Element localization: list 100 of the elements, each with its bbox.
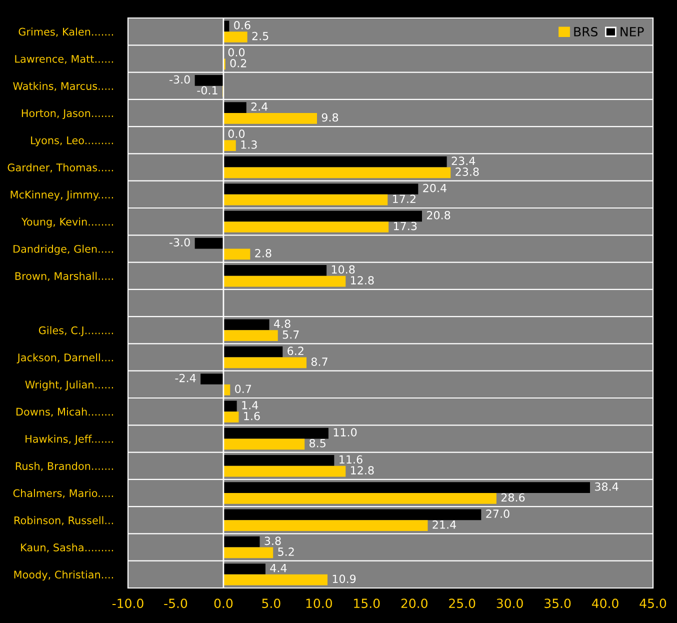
bar xyxy=(223,330,278,341)
y-tick-label: Robinson, Russell... xyxy=(14,516,113,526)
data-label: 11.0 xyxy=(334,428,357,437)
data-label: 20.8 xyxy=(426,210,450,220)
bar xyxy=(223,536,260,548)
y-tick-label: Brown, Marshall..... xyxy=(15,272,113,282)
bar xyxy=(194,238,224,249)
y-tick-label: Horton, Jason....... xyxy=(22,109,113,120)
data-label: 28.6 xyxy=(501,493,525,502)
data-label: 8.7 xyxy=(311,358,328,366)
x-tick-label: -10.0 xyxy=(112,598,144,608)
bar xyxy=(223,574,328,586)
x-tick-label: 40.0 xyxy=(592,598,618,608)
data-label: 38.4 xyxy=(595,482,618,491)
data-label: 1.3 xyxy=(241,140,257,149)
bar xyxy=(223,412,239,422)
x-tick-label: 0.0 xyxy=(214,598,233,608)
data-label: 17.2 xyxy=(393,194,416,203)
data-label: 21.4 xyxy=(432,520,456,529)
data-label: -2.4 xyxy=(175,374,196,382)
data-label: 5.7 xyxy=(282,330,299,339)
x-tick-label: 20.0 xyxy=(401,598,428,608)
bar xyxy=(194,75,224,86)
bar xyxy=(223,357,306,368)
data-label: 11.6 xyxy=(340,455,362,464)
bar xyxy=(223,482,590,493)
y-tick-label: Young, Kevin........ xyxy=(21,218,113,228)
data-label: 17.3 xyxy=(394,222,417,230)
y-tick-label: Kaun, Sasha......... xyxy=(21,543,113,552)
data-label: 1.6 xyxy=(244,412,260,420)
data-label: 2.4 xyxy=(251,102,268,111)
bar xyxy=(223,509,482,520)
data-label: 5.2 xyxy=(278,548,294,556)
x-tick-label: 10.0 xyxy=(306,598,332,608)
data-label: 12.8 xyxy=(351,276,374,285)
bar xyxy=(223,184,418,194)
bar xyxy=(223,113,317,124)
data-label: 3.8 xyxy=(264,536,281,546)
legend-label: BRS xyxy=(574,26,598,36)
bar xyxy=(200,374,224,384)
y-tick-label: Watkins, Marcus..... xyxy=(13,82,113,92)
bar xyxy=(223,455,334,466)
bar xyxy=(223,140,236,151)
data-label: 0.7 xyxy=(235,384,252,394)
data-label: 10.8 xyxy=(332,265,355,274)
data-label: 10.9 xyxy=(332,574,356,584)
y-tick-label: Rush, Brandon....... xyxy=(16,462,113,472)
data-label: 2.5 xyxy=(252,32,268,40)
bar xyxy=(223,194,388,206)
legend-label: NEP xyxy=(620,27,644,36)
data-label: 0.0 xyxy=(228,48,245,57)
data-label: 12.8 xyxy=(351,466,374,475)
bar xyxy=(223,547,274,558)
bar xyxy=(223,276,346,287)
bar xyxy=(223,32,248,42)
bar xyxy=(223,156,447,168)
y-tick-label: Grimes, Kalen....... xyxy=(18,28,113,37)
x-tick-label: 35.0 xyxy=(544,598,571,608)
data-label: 4.8 xyxy=(274,320,290,328)
y-tick-label: Lawrence, Matt...... xyxy=(15,55,113,64)
data-label: 1.4 xyxy=(242,401,258,410)
bar xyxy=(223,400,237,412)
data-label: 4.4 xyxy=(270,564,287,572)
data-label: 9.8 xyxy=(322,113,338,122)
bar xyxy=(223,319,270,330)
bar xyxy=(223,564,266,574)
data-label: 8.5 xyxy=(310,438,326,448)
data-label: 0.0 xyxy=(228,130,245,138)
bar xyxy=(223,428,328,439)
bar xyxy=(223,210,422,222)
bar xyxy=(223,167,451,178)
y-tick-label: Giles, C.J......... xyxy=(38,326,113,336)
data-label: -3.0 xyxy=(170,238,190,247)
x-tick-label: 15.0 xyxy=(354,598,380,608)
y-tick-label: Lyons, Leo......... xyxy=(31,136,113,146)
bar xyxy=(223,493,496,504)
y-tick-label: Downs, Micah........ xyxy=(16,408,113,417)
data-label: 0.6 xyxy=(234,20,250,30)
data-label: 2.8 xyxy=(255,248,272,258)
y-tick-label: Moody, Christian.... xyxy=(14,570,113,581)
x-tick-label: 25.0 xyxy=(449,598,476,608)
y-tick-label: Gardner, Thomas..... xyxy=(8,163,113,172)
y-tick-label: McKinney, Jimmy..... xyxy=(10,190,113,201)
x-tick-label: -5.0 xyxy=(164,598,188,608)
x-tick-label: 30.0 xyxy=(496,598,523,608)
y-tick-label: Jackson, Darnell.... xyxy=(16,353,113,364)
y-tick-label: Hawkins, Jeff....... xyxy=(26,434,113,445)
data-label: 6.2 xyxy=(288,346,304,356)
bar xyxy=(223,384,230,396)
data-label: -3.0 xyxy=(170,75,190,84)
y-tick-label: Wright, Julian...... xyxy=(25,380,113,391)
data-label: 0.2 xyxy=(230,58,246,68)
bar xyxy=(223,466,346,477)
data-label: 23.4 xyxy=(452,156,476,166)
bar xyxy=(223,520,428,531)
bar xyxy=(223,346,283,358)
bar xyxy=(223,102,246,113)
data-label: 23.8 xyxy=(456,168,479,176)
bar xyxy=(223,438,305,450)
data-label: -0.1 xyxy=(197,86,218,95)
